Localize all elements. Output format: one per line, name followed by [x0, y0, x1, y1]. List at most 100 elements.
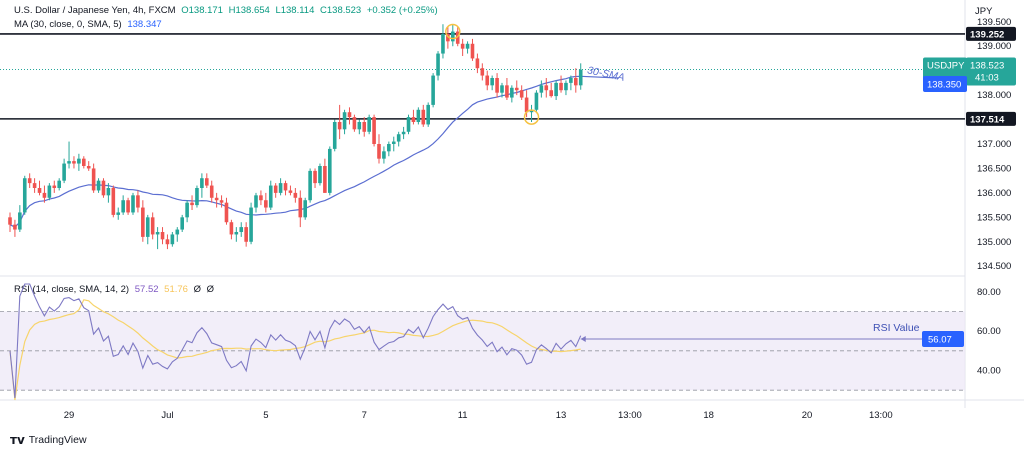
resistance-badge — [966, 26, 1016, 41]
candle-body — [490, 78, 494, 86]
candle-body — [554, 82, 558, 97]
candle-body — [495, 78, 499, 93]
candle-body — [470, 43, 475, 59]
candle-body — [205, 178, 209, 186]
open-value: O138.171 — [181, 5, 223, 16]
candle-body — [387, 144, 391, 152]
rsi-tick-label: 60.00 — [977, 326, 1001, 337]
candle-body — [465, 43, 470, 49]
candle-body — [485, 75, 490, 86]
candle-body — [249, 207, 253, 242]
sma-30-line — [9, 75, 619, 228]
ma-legend[interactable]: MA (30, close, 0, SMA, 5) 138.347 — [14, 19, 165, 30]
candle-body — [367, 117, 371, 132]
candle-body — [259, 195, 263, 201]
rsi-legend[interactable]: RSI (14, close, SMA, 14, 2) 57.52 51.76 … — [14, 284, 217, 295]
candle-body — [62, 163, 66, 181]
annotations: 30-SMA RSI Value 56.07 — [445, 23, 964, 348]
candle-body — [529, 109, 534, 113]
tradingview-brand: TradingView — [28, 434, 87, 446]
candle-body — [372, 117, 376, 144]
candle-body — [180, 217, 184, 230]
price-tick-label: 138.000 — [977, 90, 1011, 101]
candle-body — [96, 180, 101, 191]
candle-body — [401, 131, 406, 135]
rsi-pane[interactable] — [0, 283, 965, 401]
candle-body — [278, 183, 283, 193]
candle-body — [446, 34, 450, 42]
sma-annotation: 30-SMA — [586, 64, 626, 84]
symbol-title: U.S. Dollar / Japanese Yen, 4h, FXCM — [14, 5, 176, 16]
tradingview-logo[interactable]: ᴛᴠ TradingView — [10, 433, 87, 447]
candle-body — [214, 197, 219, 201]
candle-body — [195, 188, 199, 206]
currency-label: JPY — [975, 6, 993, 17]
candle-body — [101, 180, 106, 196]
candle-body — [328, 148, 332, 193]
candle-body — [165, 239, 170, 245]
rsi-ma-value: 51.76 — [164, 284, 188, 295]
candle-body — [155, 232, 160, 235]
time-tick-label: 11 — [458, 410, 468, 421]
candle-body — [357, 122, 362, 130]
candle-body — [524, 97, 529, 113]
rsi-tick-label: 40.00 — [977, 366, 1001, 377]
rsi-value: 57.52 — [134, 284, 159, 295]
support-badge — [966, 111, 1016, 126]
candle-body — [131, 195, 135, 213]
candle-body — [544, 85, 549, 91]
low-value: L138.114 — [275, 5, 315, 16]
time-tick-label: 29 — [64, 410, 75, 421]
rsi-tick-label: 80.00 — [977, 287, 1001, 298]
candle-body — [150, 217, 155, 235]
candle-body — [298, 197, 303, 218]
candle-body — [391, 141, 396, 144]
candle-body — [441, 34, 445, 54]
candle-body — [86, 166, 91, 169]
candle-body — [377, 144, 381, 159]
candle-body — [170, 234, 175, 245]
candle-body — [18, 212, 22, 230]
candle-body — [475, 58, 480, 69]
candle-body — [460, 43, 465, 49]
price-tick-label: 139.500 — [977, 17, 1011, 28]
candle-body — [42, 192, 47, 198]
candle-body — [47, 185, 52, 198]
support-label: 137.514 — [970, 114, 1005, 125]
candle-body — [67, 161, 71, 164]
candle-body — [323, 166, 327, 193]
sma-badge — [923, 76, 967, 92]
time-tick-label: 13 — [556, 410, 567, 421]
candle-body — [32, 183, 37, 188]
candle-body — [72, 161, 76, 164]
countdown-label: 41:03 — [975, 73, 999, 84]
candle-body — [175, 229, 180, 235]
rsi-extra-2: Ø — [206, 284, 215, 295]
candle-body — [160, 232, 165, 240]
ma-label: MA (30, close, 0, SMA, 5) — [14, 19, 122, 30]
change-value: +0.352 (+0.25%) — [366, 5, 438, 16]
candle-body — [569, 78, 573, 83]
candle-body — [578, 69, 583, 86]
candle-body — [308, 170, 312, 201]
price-tick-label: 137.000 — [977, 139, 1011, 150]
candle-body — [52, 185, 57, 188]
time-tick-label: 20 — [802, 410, 813, 421]
time-tick-label: 13:00 — [869, 410, 893, 421]
candle-body — [480, 68, 485, 76]
candle-body — [411, 117, 416, 122]
rsi-annotation: RSI Value — [873, 322, 920, 334]
candle-body — [126, 200, 130, 213]
candle-body — [382, 151, 386, 159]
candle-body — [505, 85, 509, 98]
candle-body — [519, 90, 524, 98]
candle-body — [288, 190, 293, 193]
candle-body — [111, 188, 116, 215]
candle-body — [283, 183, 288, 191]
candle-body — [539, 85, 544, 93]
last-price-label: 138.523 — [970, 61, 1004, 72]
high-value: H138.654 — [228, 5, 270, 16]
price-pane[interactable] — [0, 24, 965, 250]
last-price-badge — [966, 57, 1016, 86]
